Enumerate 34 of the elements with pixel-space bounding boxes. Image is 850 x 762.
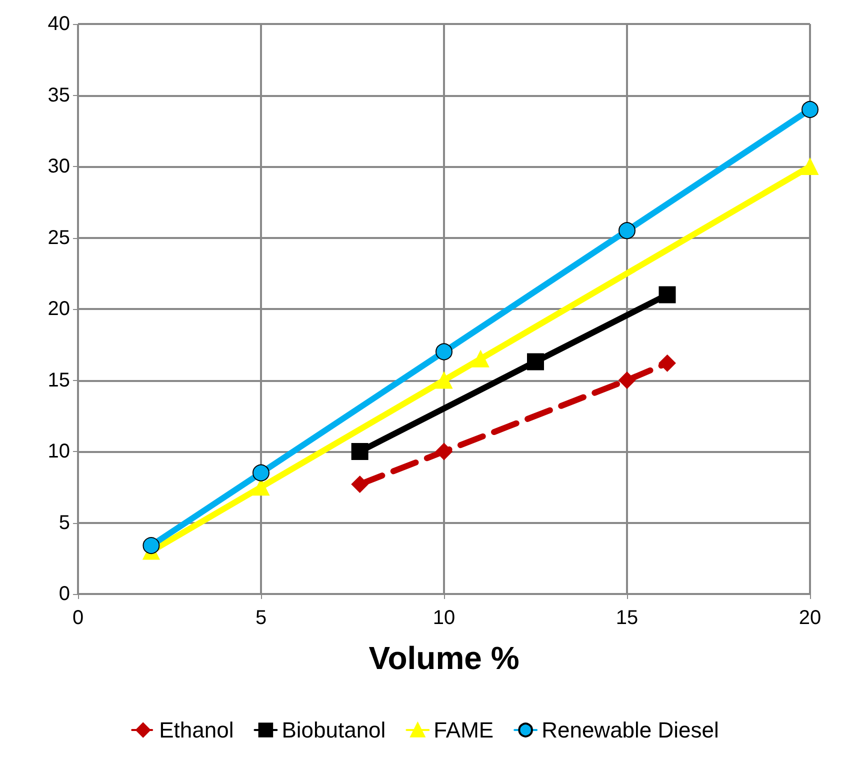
y-tick-label: 5 — [58, 512, 70, 534]
point — [142, 537, 160, 554]
point — [351, 443, 368, 460]
point — [472, 350, 490, 368]
point — [802, 158, 818, 175]
y-tick-label: 20 — [48, 298, 70, 320]
x-tick-label: 15 — [616, 607, 638, 629]
x-tick-label: 10 — [432, 607, 456, 629]
x-axis-title: Volume % — [368, 640, 520, 676]
y-tick-label: 30 — [48, 156, 70, 178]
point — [351, 476, 368, 493]
point — [802, 101, 818, 118]
y-tick-label: 15 — [48, 369, 70, 392]
point — [658, 286, 676, 304]
y-tick-label: 40 — [48, 13, 70, 35]
legend-label: Biobutanol — [282, 718, 386, 742]
x-tick-label: 0 — [72, 607, 84, 629]
legend-label: FAME — [434, 718, 494, 742]
point — [252, 464, 270, 482]
y-tick-label: 0 — [58, 583, 70, 605]
point — [436, 443, 452, 460]
y-tick-label: 10 — [48, 440, 70, 462]
x-tick-label: 20 — [798, 607, 822, 629]
legend-label: Renewable Diesel — [542, 718, 719, 742]
y-tick-label: 25 — [48, 226, 70, 249]
point — [618, 222, 636, 240]
y-tick-label: 35 — [48, 84, 70, 106]
point — [527, 353, 544, 370]
point — [618, 372, 636, 389]
legend-label: Ethanol — [159, 718, 234, 742]
x-tick-label: 5 — [255, 607, 267, 629]
point — [658, 354, 676, 372]
point — [436, 372, 452, 389]
point — [436, 343, 452, 360]
